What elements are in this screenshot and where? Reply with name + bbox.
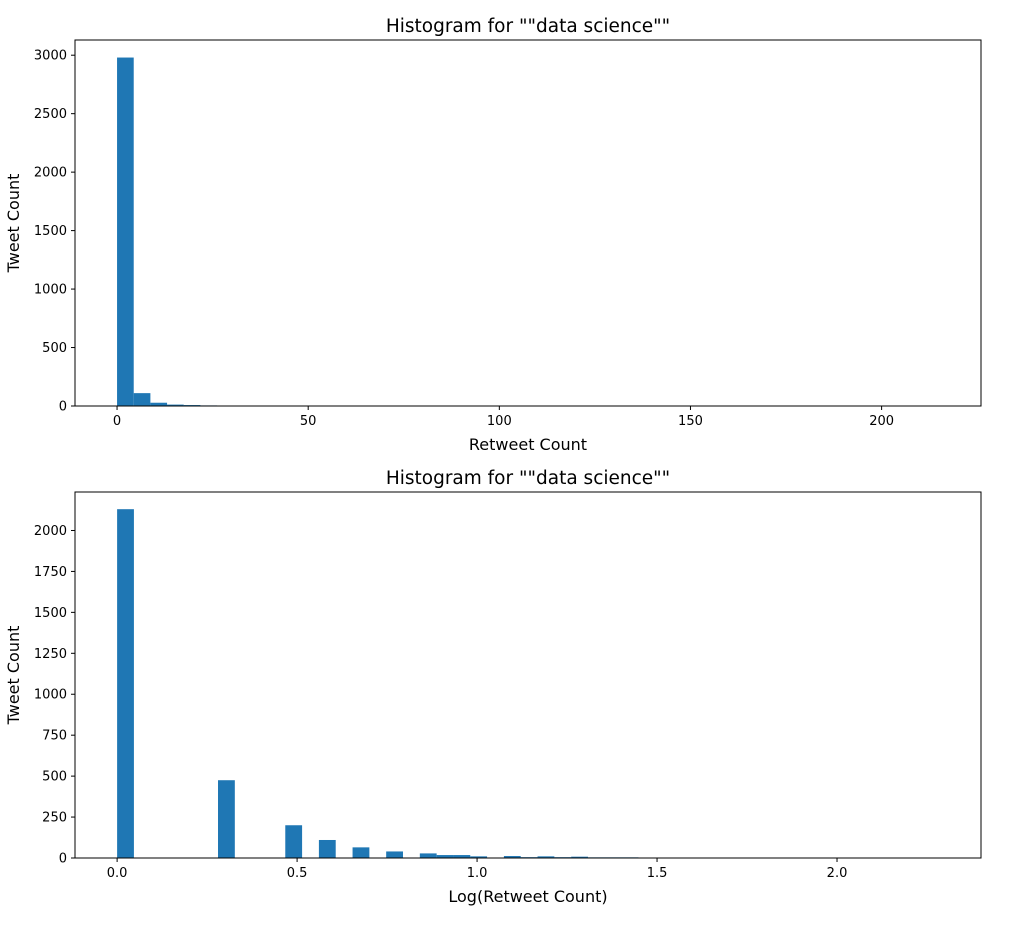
top-histogram-bar: [117, 57, 134, 406]
bottom-x-tick-label: 2.0: [827, 866, 848, 881]
bottom-histogram-bar: [285, 825, 303, 858]
top-x-ticks: 0 50 100 150 200: [113, 406, 894, 429]
top-y-tick-label: 0: [59, 400, 67, 415]
top-bars: [117, 57, 951, 406]
bottom-x-axis-label: Log(Retweet Count): [448, 887, 607, 906]
top-y-tick-label: 2500: [34, 107, 67, 122]
bottom-histogram-bar: [470, 856, 488, 858]
top-y-tick-label: 3000: [34, 49, 67, 64]
top-y-tick-label: 1000: [34, 283, 67, 298]
bottom-histogram-bar: [436, 855, 454, 858]
top-axes-frame: [74, 39, 982, 407]
bottom-x-tick-label: 0.0: [107, 866, 128, 881]
bottom-histogram-bar: [537, 856, 555, 858]
top-y-axis-label: Tweet Count: [4, 174, 23, 274]
top-chart-title: Histogram for ""data science"": [386, 16, 670, 37]
bottom-bars: [117, 509, 958, 858]
top-y-tick-label: 2000: [34, 166, 67, 181]
top-x-tick-label: 100: [487, 414, 512, 429]
top-histogram: Histogram for ""data science"" 0 50 100 150…: [4, 16, 982, 454]
bottom-y-tick-label: 0: [59, 852, 67, 867]
bottom-chart-title: Histogram for ""data science"": [386, 468, 670, 489]
bottom-y-ticks: 0 250 500 750 1000 1250 1500 1750 2000: [34, 524, 75, 867]
top-histogram-bar: [150, 402, 168, 406]
bottom-y-tick-label: 1000: [34, 688, 67, 703]
top-x-tick-label: 0: [113, 414, 121, 429]
bottom-axes-frame: [74, 491, 982, 859]
bottom-histogram-bar: [352, 847, 370, 858]
top-x-tick-label: 200: [869, 414, 894, 429]
top-x-axis-label: Retweet Count: [469, 435, 587, 454]
bottom-y-tick-label: 500: [42, 770, 67, 785]
top-y-tick-label: 500: [42, 341, 67, 356]
top-y-tick-label: 1500: [34, 224, 67, 239]
bottom-x-tick-label: 1.5: [647, 866, 668, 881]
bottom-histogram-bar: [453, 855, 471, 858]
bottom-y-tick-label: 1500: [34, 606, 67, 621]
bottom-histogram-bar: [318, 839, 336, 858]
bottom-histogram-bar: [503, 856, 521, 858]
bottom-y-tick-label: 1750: [34, 565, 67, 580]
top-x-tick-label: 50: [300, 414, 317, 429]
top-histogram-bar: [133, 393, 151, 406]
bottom-histogram-bar: [218, 780, 235, 858]
bottom-y-axis-label: Tweet Count: [4, 626, 23, 726]
top-histogram-bar: [167, 404, 184, 406]
bottom-histogram-bar: [419, 853, 437, 858]
top-y-ticks: 0 500 1000 1500 2000 2500 3000: [34, 49, 75, 415]
top-x-tick-label: 150: [678, 414, 703, 429]
bottom-x-ticks: 0.0 0.5 1.0 1.5 2.0: [107, 858, 848, 881]
bottom-y-tick-label: 250: [42, 811, 67, 826]
bottom-histogram-bar: [386, 851, 403, 858]
bottom-histogram-bar: [571, 856, 588, 858]
bottom-y-tick-label: 750: [42, 729, 67, 744]
bottom-histogram-bar: [117, 509, 134, 858]
bottom-x-tick-label: 0.5: [287, 866, 308, 881]
bottom-y-tick-label: 2000: [34, 524, 67, 539]
bottom-x-tick-label: 1.0: [467, 866, 488, 881]
bottom-y-tick-label: 1250: [34, 647, 67, 662]
bottom-histogram: Histogram for ""data science"" 0.0 0.5 1.0…: [4, 468, 982, 906]
